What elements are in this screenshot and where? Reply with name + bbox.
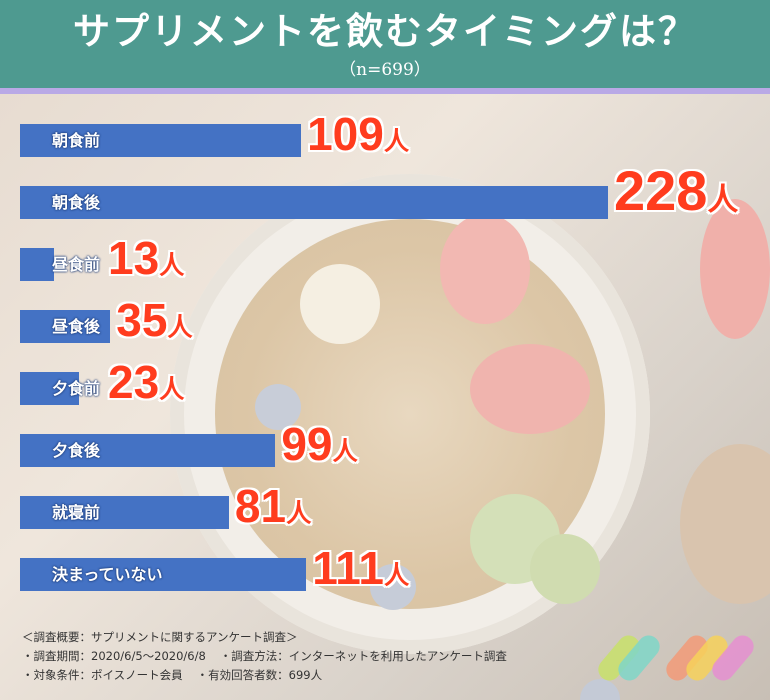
value-label: 35人 — [116, 293, 193, 354]
survey-responses: ・有効回答者数：699人 — [196, 668, 323, 682]
value-number: 99 — [281, 417, 333, 470]
sample-size: （n=699） — [339, 60, 431, 80]
survey-target: ・対象条件：ポイスノート会員 — [22, 668, 183, 682]
bar — [20, 496, 229, 529]
value-unit: 人 — [383, 561, 410, 590]
bar — [20, 186, 608, 219]
value-number: 109 — [307, 107, 384, 160]
value-unit: 人 — [332, 437, 358, 466]
value-number: 35 — [116, 293, 168, 346]
kiwi-shape — [530, 534, 600, 604]
header: サプリメントを飲むタイミングは？ （n=699） — [0, 0, 770, 88]
value-label: 81人 — [234, 479, 312, 540]
bar — [20, 248, 54, 281]
bar — [20, 124, 302, 157]
value-unit: 人 — [286, 499, 312, 528]
bar — [20, 310, 111, 343]
value-unit: 人 — [159, 251, 185, 280]
value-label: 99人 — [281, 417, 358, 478]
blueberry-shape — [255, 384, 301, 430]
banana-shape — [300, 264, 380, 344]
blueberry-shape — [370, 564, 416, 610]
category-label: 決まっていない — [52, 565, 163, 584]
accent-divider — [0, 88, 770, 94]
strawberry-shape — [700, 199, 770, 339]
category-label: 夕食後 — [52, 441, 101, 460]
brand-logo-icon — [593, 631, 759, 685]
value-number: 81 — [234, 479, 287, 532]
value-label: 228人 — [614, 160, 738, 231]
survey-footer: ＜調査概要：サプリメントに関するアンケート調査＞ ・調査期間：2020/6/5～… — [22, 628, 582, 685]
chart-title: サプリメントを飲むタイミングは？ — [73, 9, 697, 53]
value-label: 109人 — [307, 107, 410, 168]
survey-summary: ＜調査概要：サプリメントに関するアンケート調査＞ — [22, 630, 298, 644]
strawberry-shape — [470, 344, 590, 434]
value-label: 23人 — [108, 355, 185, 416]
blueberry-shape — [580, 679, 620, 700]
value-label: 13人 — [108, 231, 185, 292]
category-label: 朝食後 — [52, 193, 101, 212]
value-unit: 人 — [159, 375, 185, 404]
bar — [20, 434, 276, 467]
category-label: 昼食後 — [52, 317, 101, 336]
value-unit: 人 — [167, 313, 193, 342]
strawberry-shape — [440, 214, 530, 324]
background-photo — [0, 94, 770, 700]
value-unit: 人 — [707, 182, 739, 218]
value-label: 111人 — [312, 541, 410, 602]
category-label: 昼食前 — [52, 255, 101, 274]
bar — [20, 372, 80, 405]
survey-method: ・調査方法：インターネットを利用したアンケート調査 — [219, 649, 507, 663]
category-label: 夕食前 — [52, 379, 101, 398]
value-unit: 人 — [383, 127, 410, 156]
value-number: 228 — [614, 159, 708, 223]
category-label: 就寝前 — [52, 503, 101, 522]
spoon-shape — [680, 444, 770, 604]
category-label: 朝食前 — [52, 131, 101, 150]
value-number: 13 — [108, 231, 160, 284]
value-number: 23 — [108, 355, 160, 408]
bar — [20, 558, 307, 591]
value-number: 111 — [312, 541, 384, 594]
survey-period: ・調査期間：2020/6/5～2020/6/8 — [22, 649, 206, 663]
